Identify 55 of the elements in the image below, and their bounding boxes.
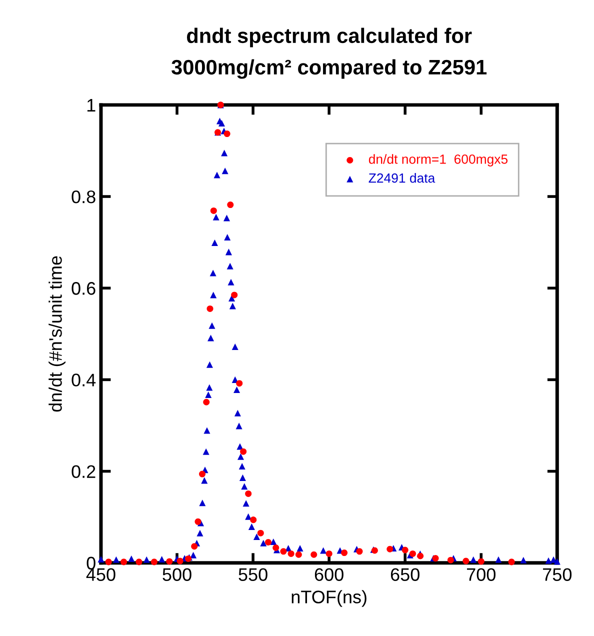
x-tick-label: 700: [467, 568, 496, 581]
point: [341, 550, 348, 556]
point: [409, 550, 416, 557]
point: [166, 558, 173, 565]
point: [417, 552, 424, 560]
point: [272, 544, 280, 552]
y-tick-label: 0.8: [72, 190, 96, 204]
y-axis-title: dn/dt (#n's/unit time: [48, 256, 66, 412]
point: [326, 550, 332, 557]
point: [150, 558, 158, 566]
point: [198, 470, 206, 478]
x-tick-label: 450: [86, 568, 116, 581]
point: [356, 548, 363, 555]
point: [288, 550, 294, 557]
point: [120, 558, 128, 566]
point: [280, 548, 287, 555]
point: [257, 530, 264, 536]
point: [447, 556, 454, 564]
point: [136, 558, 142, 566]
point: [176, 558, 184, 564]
x-tick-label: 500: [162, 568, 192, 581]
legend-label: Z2491 data: [368, 173, 436, 183]
x-tick-label: 600: [314, 568, 344, 581]
point: [250, 516, 257, 524]
point: [295, 551, 302, 558]
point: [210, 207, 217, 214]
y-tick-label: 0.6: [72, 282, 96, 295]
x-tick-label: 550: [238, 568, 268, 581]
point: [462, 558, 470, 564]
chart-title: dndt spectrum calculated for 3000mg/cm² compared to Z2591: [172, 28, 487, 79]
point: [240, 448, 247, 455]
point: [402, 546, 408, 554]
x-tick-label: 650: [390, 568, 420, 581]
point: [245, 490, 252, 497]
point: [206, 305, 214, 312]
point: [224, 130, 230, 138]
y-tick-label: 0.4: [72, 374, 96, 386]
point: [236, 380, 243, 387]
y-tick-label: 1: [87, 99, 96, 112]
point: [203, 398, 210, 406]
point: [231, 292, 238, 298]
point: [310, 551, 318, 558]
point: [478, 558, 484, 565]
x-axis-title: nTOF(ns): [292, 590, 366, 607]
y-tick-label: 0.2: [72, 465, 96, 478]
y-tick-label: 0: [86, 556, 96, 570]
point: [264, 538, 272, 546]
point: [386, 546, 394, 552]
legend-label: dn/dt norm=1 600mgx5: [368, 154, 508, 166]
point: [508, 558, 515, 566]
point: [191, 543, 198, 550]
point: [105, 558, 112, 566]
x-tick-label: 750: [543, 568, 572, 581]
point: [227, 202, 234, 208]
point: [194, 518, 202, 525]
